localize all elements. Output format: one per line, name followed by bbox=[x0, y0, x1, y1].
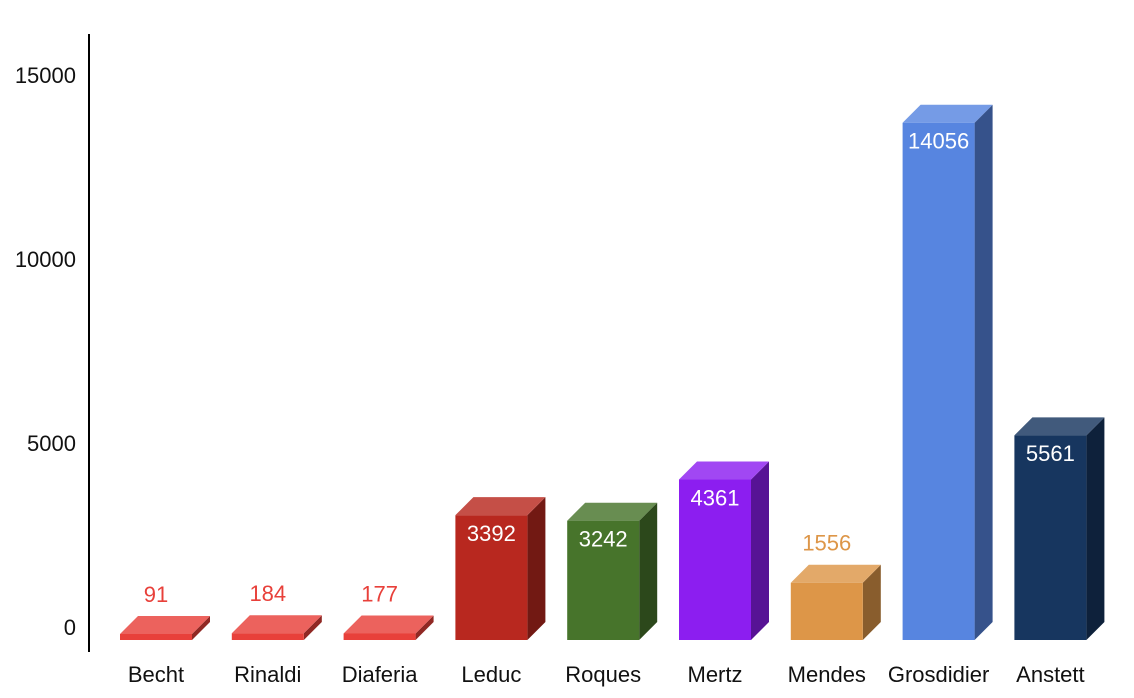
bar-side bbox=[415, 615, 434, 640]
bar-mertz bbox=[679, 461, 769, 640]
category-label: Grosdidier bbox=[888, 662, 989, 687]
data-label: 14056 bbox=[908, 129, 969, 154]
data-labels: 91 184 177 3392 3242 4361 1556 14056 5561 bbox=[144, 129, 1075, 607]
bar-side bbox=[974, 104, 993, 640]
category-label: Mendes bbox=[788, 662, 866, 687]
bar-diaferia bbox=[343, 615, 434, 640]
category-label: Anstett bbox=[1016, 662, 1084, 687]
bar-top bbox=[790, 564, 881, 583]
bar-top bbox=[679, 461, 769, 480]
category-labels: Becht Rinaldi Diaferia Leduc Roques Mertz Mend… bbox=[128, 662, 1085, 687]
data-label: 5561 bbox=[1026, 441, 1075, 466]
bar-front bbox=[120, 634, 192, 640]
bar-side bbox=[527, 497, 546, 640]
bar-front bbox=[1014, 435, 1087, 640]
bar-roques bbox=[567, 502, 658, 640]
y-tick-label: 0 bbox=[64, 615, 76, 640]
data-label: 184 bbox=[249, 581, 286, 606]
bar-side bbox=[1086, 417, 1105, 640]
y-tick-label: 15000 bbox=[15, 63, 76, 88]
bar-top bbox=[1014, 417, 1105, 436]
bar-leduc bbox=[455, 497, 546, 640]
y-tick-label: 5000 bbox=[27, 431, 76, 456]
category-label: Mertz bbox=[688, 662, 743, 687]
bar-top bbox=[567, 502, 658, 521]
bar-front bbox=[567, 520, 640, 640]
bar-side bbox=[303, 615, 322, 640]
bar-front bbox=[343, 633, 416, 640]
bar-anstett bbox=[1014, 417, 1105, 640]
data-label: 4361 bbox=[691, 485, 740, 510]
bar-becht bbox=[120, 616, 210, 640]
category-label: Roques bbox=[565, 662, 641, 687]
data-label: 177 bbox=[361, 581, 398, 606]
y-tick-label: 10000 bbox=[15, 247, 76, 272]
bar-front bbox=[790, 582, 863, 640]
bar-rinaldi bbox=[231, 615, 322, 640]
category-label: Rinaldi bbox=[234, 662, 301, 687]
bar-front bbox=[902, 122, 975, 640]
bar-side bbox=[639, 502, 658, 640]
bar-side bbox=[862, 564, 881, 640]
y-axis-ticks: 0 5000 10000 15000 bbox=[15, 63, 76, 640]
bar-grosdidier bbox=[902, 104, 993, 640]
bar-top bbox=[231, 615, 322, 634]
category-label: Becht bbox=[128, 662, 184, 687]
bar-top bbox=[343, 615, 434, 634]
bar-front bbox=[231, 633, 304, 640]
bar-front bbox=[679, 479, 751, 640]
bar-top bbox=[120, 616, 210, 634]
category-label: Leduc bbox=[461, 662, 521, 687]
bars bbox=[120, 104, 1105, 640]
data-label: 91 bbox=[144, 582, 168, 607]
bar-mendes bbox=[790, 564, 881, 640]
bar-top bbox=[455, 497, 546, 516]
bar-side bbox=[751, 461, 769, 640]
data-label: 3392 bbox=[467, 521, 516, 546]
category-label: Diaferia bbox=[342, 662, 419, 687]
data-label: 3242 bbox=[579, 527, 628, 552]
data-label: 1556 bbox=[802, 531, 851, 556]
bar-side bbox=[192, 616, 210, 640]
bar-front bbox=[455, 515, 528, 640]
bar-top bbox=[902, 104, 993, 123]
